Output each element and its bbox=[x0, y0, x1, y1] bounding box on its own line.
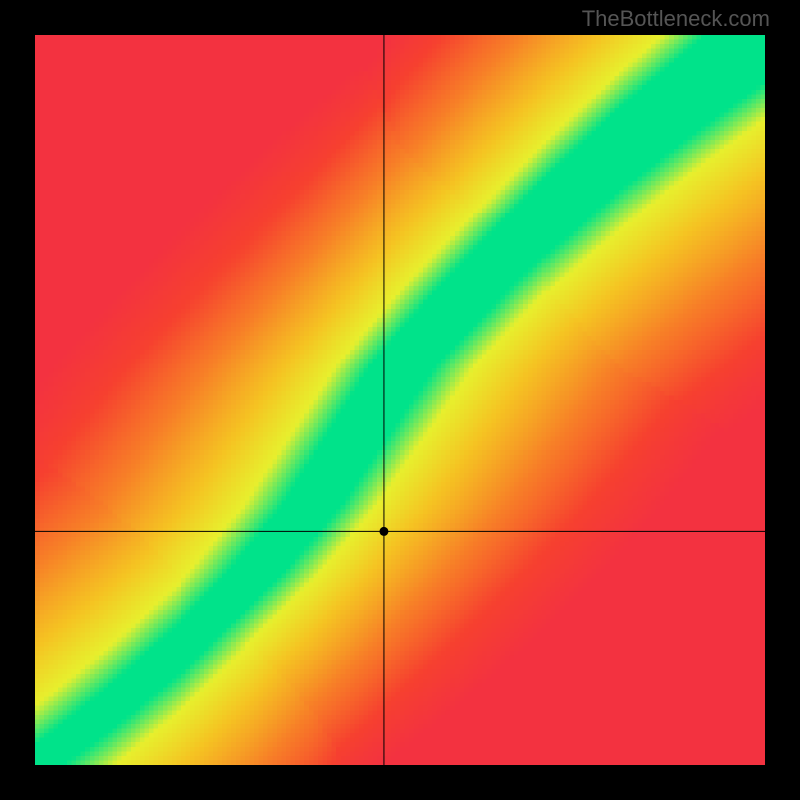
chart-overlay bbox=[0, 0, 800, 800]
crosshair-marker bbox=[379, 527, 388, 536]
chart-container: { "watermark": { "text": "TheBottleneck.… bbox=[0, 0, 800, 800]
watermark-text: TheBottleneck.com bbox=[582, 6, 770, 32]
